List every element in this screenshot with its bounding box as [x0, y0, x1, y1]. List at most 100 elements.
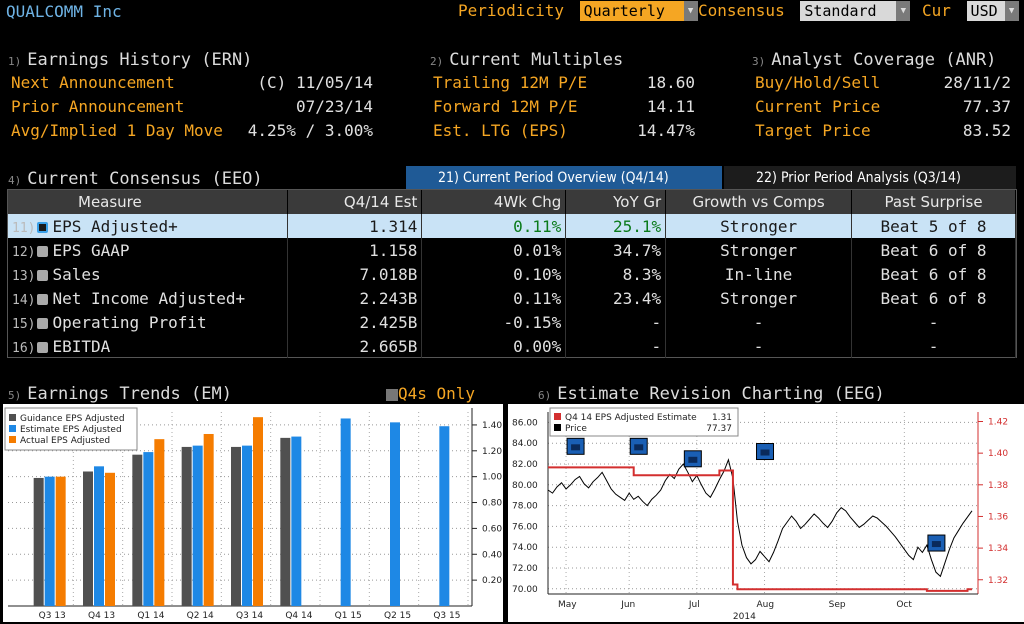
chevron-down-icon[interactable]: ▼ — [683, 1, 698, 21]
chg-cell: 0.00% — [421, 334, 567, 358]
chevron-down-icon[interactable]: ▼ — [896, 1, 911, 21]
measure-cell[interactable]: 16) EBITDA — [8, 334, 289, 358]
buy-hold-sell-row: Buy/Hold/Sell 28/11/2 — [755, 73, 1011, 92]
legend-box — [4, 407, 138, 451]
bar — [390, 422, 400, 606]
right-tick-label: 1.38 — [988, 481, 1008, 491]
comps-cell: Stronger — [665, 286, 853, 310]
legend-label: Estimate EPS Adjusted — [20, 425, 122, 435]
yoy-cell: - — [565, 334, 667, 358]
x-tick-label: Q2 15 — [384, 611, 411, 621]
col-growth-vs-comps[interactable]: Growth vs Comps — [665, 190, 853, 214]
legend-label: Q4 14 EPS Adjusted Estimate — [565, 413, 697, 423]
legend-box — [549, 407, 739, 437]
radio-icon[interactable] — [37, 317, 49, 329]
left-tick-label: 78.00 — [512, 502, 538, 512]
surprise-cell: - — [851, 310, 1016, 334]
left-tick-label: 82.00 — [512, 460, 538, 470]
bar — [33, 477, 44, 606]
comps-cell: - — [665, 310, 853, 334]
col-4wk-chg[interactable]: 4Wk Chg — [421, 190, 567, 214]
estimate-revision-title[interactable]: 6) Estimate Revision Charting (EEG) — [538, 384, 885, 404]
x-tick-label: Q4 14 — [285, 611, 312, 621]
x-tick-label: Q1 14 — [137, 611, 164, 621]
left-tick-label: 72.00 — [512, 564, 538, 574]
bar — [203, 433, 214, 606]
est-cell: 2.425B — [287, 310, 423, 334]
currency-control: Cur USD ▼ — [922, 1, 1019, 21]
yoy-cell: 25.1% — [565, 214, 667, 238]
tab-prior-period[interactable]: 22) Prior Period Analysis (Q3/14) — [724, 166, 1016, 190]
table-header-row: Measure Q4/14 Est 4Wk Chg YoY Gr Growth … — [8, 190, 1016, 214]
y-tick-label: 1.00 — [482, 473, 502, 483]
x-tick-label: Oct — [896, 600, 912, 610]
x-tick-label: Q2 14 — [187, 611, 214, 621]
right-tick-label: 1.34 — [988, 544, 1008, 554]
col-past-surprise[interactable]: Past Surprise — [851, 190, 1016, 214]
periodicity-select[interactable]: Quarterly — [579, 1, 684, 21]
currency-select[interactable]: USD — [966, 1, 1005, 21]
radio-icon[interactable] — [37, 245, 49, 257]
bar — [192, 445, 203, 606]
right-tick-label: 1.36 — [988, 512, 1008, 522]
x-tick-label: Q1 15 — [335, 611, 362, 621]
x-tick-label: Jul — [688, 600, 700, 610]
yoy-cell: - — [565, 310, 667, 334]
bar — [181, 446, 192, 606]
bar — [291, 436, 302, 606]
radio-icon[interactable] — [37, 221, 49, 233]
chg-cell: 0.11% — [421, 286, 567, 310]
col-yoy-gr[interactable]: YoY Gr — [565, 190, 667, 214]
measure-cell[interactable]: 11) EPS Adjusted+ — [8, 214, 289, 238]
comps-cell: - — [665, 334, 853, 358]
event-marker-icon — [760, 449, 770, 456]
est-cell: 2.665B — [287, 334, 423, 358]
trailing-pe-row: Trailing 12M P/E 18.60 — [433, 73, 695, 92]
table-row[interactable]: 11) EPS Adjusted+ 1.314 0.11% 25.1% Stronger B… — [8, 214, 1016, 238]
x-tick-label: Q3 15 — [433, 611, 460, 621]
q4s-only-toggle[interactable]: Q4s Only — [386, 384, 475, 403]
tab-current-period[interactable]: 21) Current Period Overview (Q4/14) — [406, 166, 722, 190]
consensus-table-body: 11) EPS Adjusted+ 1.314 0.11% 25.1% Stronger B… — [8, 214, 1016, 358]
measure-cell[interactable]: 15) Operating Profit — [8, 310, 289, 334]
table-row[interactable]: 16) EBITDA 2.665B 0.00% - - - — [8, 334, 1016, 358]
table-row[interactable]: 12) EPS GAAP 1.158 0.01% 34.7% Stronger Beat 6… — [8, 238, 1016, 262]
security-title: QUALCOMM Inc — [6, 2, 122, 21]
radio-icon[interactable] — [37, 269, 49, 281]
left-tick-label: 76.00 — [512, 522, 538, 532]
left-tick-label: 74.00 — [512, 543, 538, 553]
radio-icon[interactable] — [37, 341, 49, 353]
measure-cell[interactable]: 13) Sales — [8, 262, 289, 286]
radio-icon[interactable] — [37, 293, 49, 305]
earnings-trends-title[interactable]: 5) Earnings Trends (EM) — [8, 384, 232, 404]
earnings-history-title[interactable]: 1) Earnings History (ERN) — [8, 50, 253, 70]
checkbox-icon[interactable] — [386, 388, 398, 401]
analyst-coverage-title[interactable]: 3) Analyst Coverage (ANR) — [752, 50, 997, 70]
measure-cell[interactable]: 12) EPS GAAP — [8, 238, 289, 262]
bar — [132, 454, 143, 606]
chevron-down-icon[interactable]: ▼ — [1004, 1, 1019, 21]
comps-cell: In-line — [665, 262, 853, 286]
measure-cell[interactable]: 14) Net Income Adjusted+ — [8, 286, 289, 310]
col-measure[interactable]: Measure — [8, 190, 289, 214]
col-est[interactable]: Q4/14 Est — [287, 190, 423, 214]
bar — [154, 439, 165, 606]
table-row[interactable]: 13) Sales 7.018B 0.10% 8.3% In-line Beat 6 of … — [8, 262, 1016, 286]
current-consensus-title[interactable]: 4) Current Consensus (EEO) — [8, 169, 263, 189]
yoy-cell: 23.4% — [565, 286, 667, 310]
bar — [242, 445, 252, 606]
right-tick-label: 1.32 — [988, 576, 1008, 586]
chg-cell: -0.15% — [421, 310, 567, 334]
legend-label: Price — [565, 424, 587, 434]
x-tick-label: Jun — [620, 600, 635, 610]
event-marker-icon — [571, 444, 581, 451]
x-tick-label: Q4 13 — [88, 611, 115, 621]
consensus-select[interactable]: Standard — [800, 1, 897, 21]
legend-swatch — [554, 424, 561, 431]
comps-cell: Stronger — [665, 214, 853, 238]
current-multiples-panel: 2) Current Multiples Trailing 12M P/E 18.6… — [430, 50, 696, 140]
table-row[interactable]: 14) Net Income Adjusted+ 2.243B 0.11% 23.4% S… — [8, 286, 1016, 310]
x-year-label: 2014 — [733, 612, 756, 622]
table-row[interactable]: 15) Operating Profit 2.425B -0.15% - - - — [8, 310, 1016, 334]
x-tick-label: May — [558, 600, 577, 610]
